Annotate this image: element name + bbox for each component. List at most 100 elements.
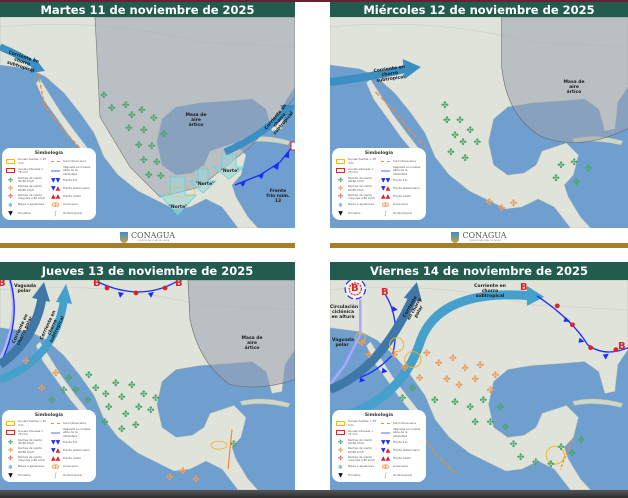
legend-item: Surco/línea seca [51,420,92,427]
cold-front [0,280,15,365]
map-canvas [0,280,295,490]
legend-item: ▼▲ Frente estacionario [51,185,92,192]
wind-gust-60-80-icon: ✤ [400,363,409,374]
legend-item: Lluvias intensas > 75 mm [6,166,47,176]
snowflake-icon: ❄ [7,463,14,471]
wind-gust-40-60-icon: ✤ [441,101,449,111]
wind-gust-40-60-icon: ✤ [122,101,130,111]
legend-item: ✤ Rachas de viento 60-80 km/h [336,447,377,454]
wind-gust-40-60-icon: ✤ [471,418,479,429]
legend-item-label: Frente cálido [63,194,81,199]
wind-gust-40-60-icon: ✤ [532,458,540,469]
stationary-front [97,281,177,293]
polar-jet-arrow [0,297,47,369]
panel-footer: CONAGUA COMISIÓN NACIONAL DEL AGUA [330,228,628,243]
forecast-panel-thursday: Jueves 13 de noviembre de 2025 Vaguada p… [0,262,295,490]
legend-item: Vaguada en niveles altos de la atmósfera [51,428,92,438]
polar-jet-arrow [330,296,417,394]
subtropical-jet-arrow [330,290,533,424]
legend-item: Vaguada en niveles altos de la atmósfera [51,166,92,176]
orange-dash-icon [381,159,390,164]
conagua-logo-icon [119,232,128,243]
legend-item-label: Onda tropical [393,472,412,477]
legend-item-label: Lluvias fuertes > 25 mm [348,419,377,427]
legend-item: Surco/línea seca [381,158,422,165]
legend-item: ❄ Nieve o aguanieve [6,464,47,471]
legend-item: Surco/línea seca [51,158,92,165]
jet-arrowhead [403,281,422,302]
logo-subtitle: COMISIÓN NACIONAL DEL AGUA [136,240,170,242]
tornado-icon: ▼ [338,209,343,217]
wind-gust-40-60-icon: ✤ [152,394,160,405]
panel-footer: CONAGUA COMISIÓN NACIONAL DEL AGUA [0,228,295,243]
wind-gust-40-60-icon: ✤ [140,126,148,136]
norte-label: "Norte" [168,205,188,210]
jet-arrowhead-2 [526,285,545,306]
wind-gust-40-60-icon: ✤ [122,410,130,421]
legend-item: ▼▼ Frente frío [381,439,422,446]
cuba-landmass [572,398,624,408]
legend-item-label: Rachas de viento 40-60 km/h [18,176,43,184]
lavender-line-icon [51,168,60,173]
legend-item-label: Lluvias fuertes > 25 mm [18,157,47,165]
wind-gust-40-60-icon: ✤ [128,111,136,121]
yellow-outline-icon [336,421,345,426]
legend-item-label: Rachas de viento mayores a 80 km/h [348,192,376,200]
legend: Simbología Lluvias fuertes > 25 mm Surco/l… [332,148,426,220]
weather-map[interactable]: B B B B Circulación ciclónica en altura … [330,280,628,490]
heavy-rain-area [290,141,295,151]
legend-item-label: Nieve o aguanieve [348,202,375,207]
low-pressure-label: B [0,280,6,289]
wind-gust-40-60-icon: ✤ [150,114,158,124]
stationary-front [536,295,628,353]
wind-gust-40-60-icon: ✤ [60,386,68,397]
lavender-line-icon [381,430,390,435]
wind-gust-40-60-icon: ✤ [456,116,464,126]
stationary-front-icon: ▼▲ [381,447,391,455]
cold-front-icon: ▼▼ [381,438,391,446]
legend-item-label: Nieve o aguanieve [348,464,375,469]
legend-title: Simbología [364,151,394,156]
wind-gust-60-80-icon: ✤ [192,475,200,486]
conagua-logo: CONAGUA COMISIÓN NACIONAL DEL AGUA [119,232,175,243]
legend-item-label: Rachas de viento 60-80 km/h [18,446,43,454]
jet-arrowhead [32,281,50,302]
wind-gust-40-60-icon: ✤ [466,403,474,414]
legend-item: ✤ Rachas de viento 60-80 km/h [6,447,47,454]
legend-title: Simbología [34,413,64,418]
weather-map[interactable]: Vaguada polar Corriente en chorro polar … [0,280,295,490]
wind-gust-40-60-icon: ✤ [479,396,488,407]
legend-item-label: Nieve o aguanieve [18,464,45,469]
wind-gust-60-80-icon: ✤ [38,383,46,394]
red-outline-icon [6,430,15,436]
legend-item-label: Frente estacionario [63,448,90,453]
wind-gust-40-60-icon: ✤ [102,390,110,401]
wind-gust-40-60-icon: ✤ [140,390,148,401]
legend-item: Lluvias fuertes > 25 mm [336,158,377,165]
legend-item: ✤ Rachas de viento mayores a 80 km/h [6,193,47,200]
weather-map[interactable]: Corriente en chorro subtropical Corrient… [0,17,295,228]
wind-gust-40-60-icon: ✤ [128,380,136,391]
panel-title: Viernes 14 de noviembre de 2025 [330,262,628,280]
polar-trough-label: Vaguada polar [14,284,36,294]
arctic-air-mass [187,280,295,388]
lavender-line-icon [51,430,60,435]
weather-map[interactable]: Corriente en chorro subtropical Masa de … [330,17,628,228]
jet-stream-arrow-2 [223,109,288,156]
tropical-wave-icon: ∫ [53,209,58,217]
low-pressure-label: B [351,283,359,294]
wind-gust-40-60-icon: ✤ [461,154,469,164]
map-canvas [0,17,295,228]
red-wind-icon: ✤ [7,455,14,463]
wind-gust-40-60-icon: ✤ [547,460,555,471]
landmass [330,280,628,490]
wind-gust-40-60-icon: ✤ [459,138,467,148]
dry-line-icon: ↂ [381,201,390,209]
legend-item: ❄ Nieve o aguanieve [336,464,377,471]
wind-gust-60-80-icon: ✤ [486,386,495,397]
legend-item: ▲▲ Frente cálido [51,455,92,462]
wind-gust-40-60-icon: ✤ [92,383,100,394]
legend-item: ▼▼ Frente frío [381,177,422,184]
arctic-air-label: Masa de aire ártico [241,336,263,351]
legend-item: ▲▲ Frente cálido [381,193,422,200]
